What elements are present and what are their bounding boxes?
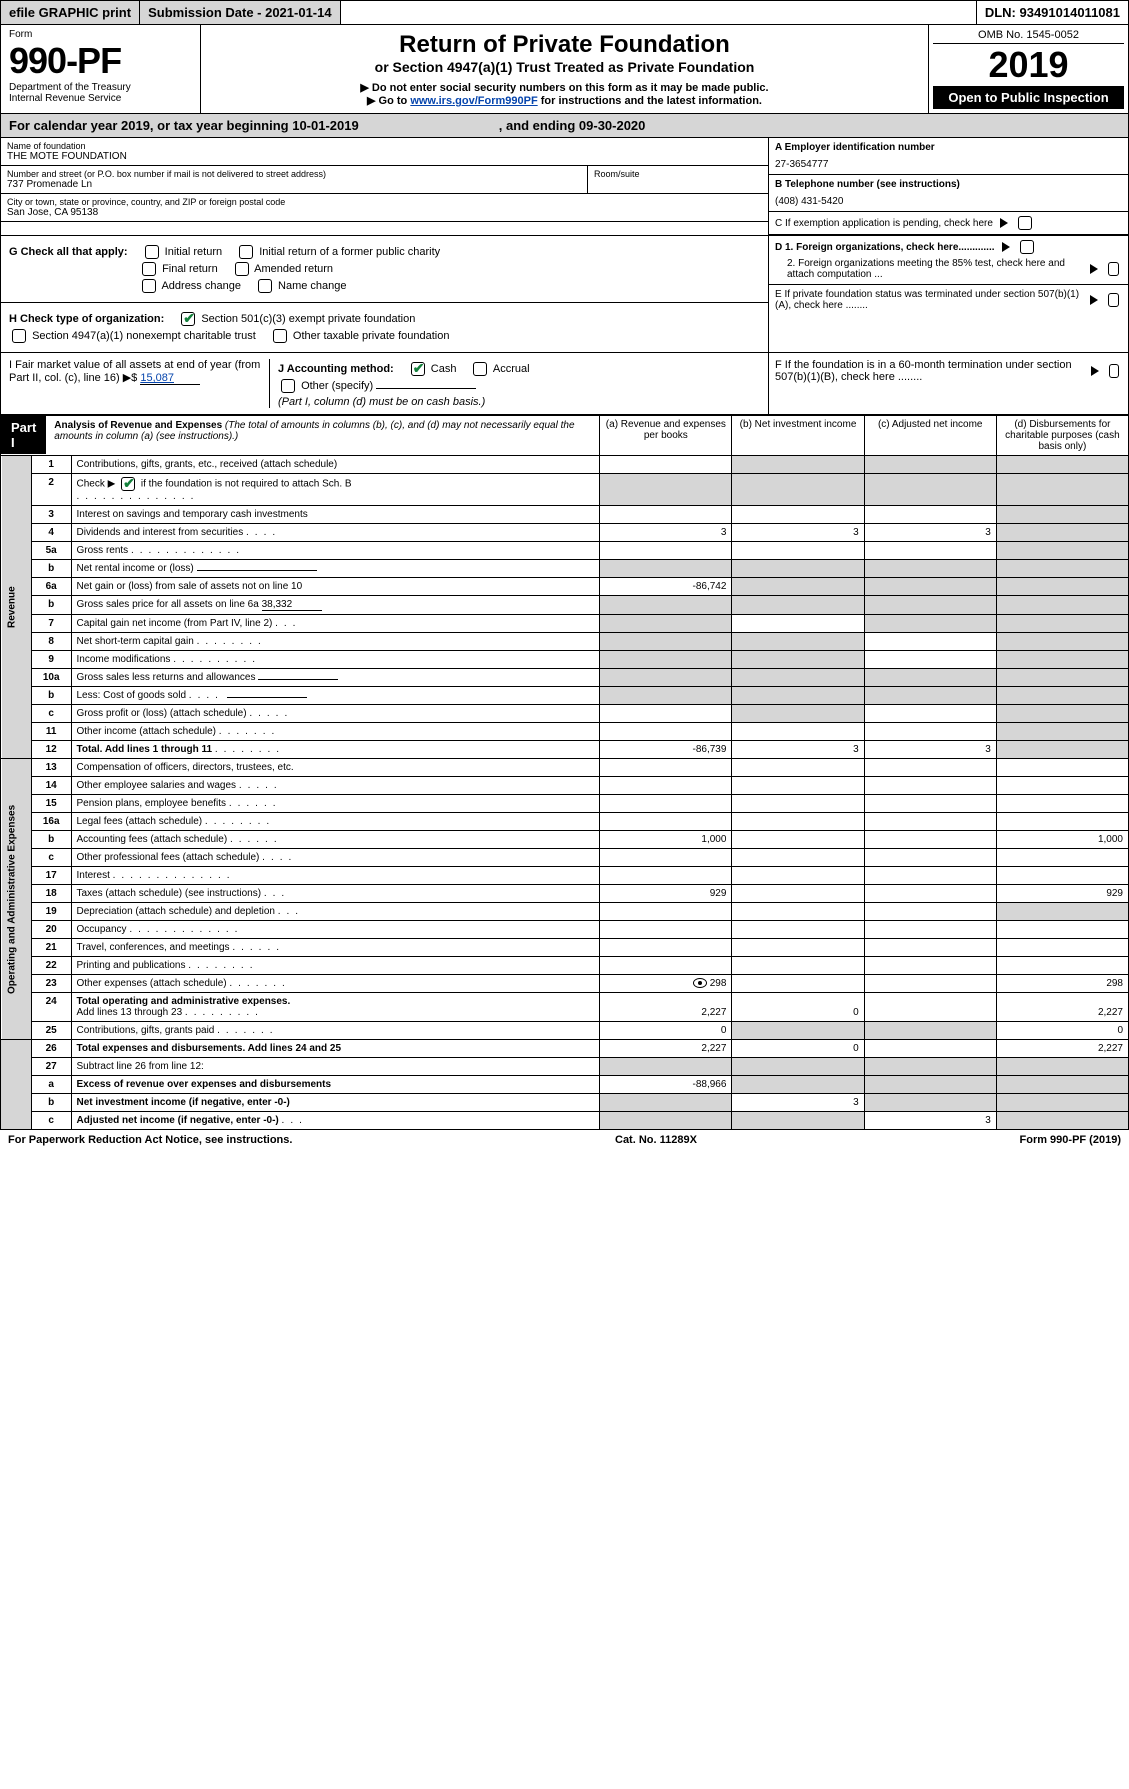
j-other-checkbox[interactable] [281, 379, 295, 393]
opex-label: Operating and Administrative Expenses [1, 759, 32, 1040]
part1-tab: Part I [1, 416, 46, 454]
e-checkbox[interactable] [1108, 293, 1119, 307]
footer-right: Form 990-PF (2019) [1020, 1134, 1121, 1146]
tax-year: 2019 [933, 44, 1124, 86]
arrow-icon [1002, 242, 1010, 252]
j-area: J Accounting method: Cash Accrual Other … [269, 359, 760, 408]
arrow-icon [1090, 264, 1098, 274]
h-area: H Check type of organization: Section 50… [1, 303, 768, 352]
eye-icon[interactable] [693, 978, 707, 988]
h-4947-checkbox[interactable] [12, 329, 26, 343]
col-a-head: (a) Revenue and expenses per books [600, 416, 732, 456]
l2-checkbox[interactable] [121, 477, 135, 491]
fmv-value[interactable]: 15,087 [140, 372, 200, 385]
info-grid: Name of foundation THE MOTE FOUNDATION N… [0, 138, 1129, 236]
d2-checkbox[interactable] [1108, 262, 1119, 276]
city-cell: City or town, state or province, country… [1, 194, 768, 222]
irs-label: Internal Revenue Service [9, 93, 192, 104]
arrow-icon [1090, 295, 1098, 305]
form-title: Return of Private Foundation [207, 31, 922, 59]
irs-link[interactable]: www.irs.gov/Form990PF [410, 95, 537, 107]
f-cell: F If the foundation is in a 60-month ter… [768, 353, 1128, 414]
col-c-head: (c) Adjusted net income [864, 416, 996, 456]
c-cell: C If exemption application is pending, c… [769, 212, 1128, 235]
d1-checkbox[interactable] [1020, 240, 1034, 254]
instruction-2: ▶ Go to www.irs.gov/Form990PF for instru… [207, 94, 922, 107]
i-area: I Fair market value of all assets at end… [9, 359, 269, 408]
form-word: Form [9, 29, 192, 40]
footer-mid: Cat. No. 11289X [615, 1134, 697, 1146]
phone-cell: B Telephone number (see instructions) (4… [769, 175, 1128, 212]
dept-label: Department of the Treasury [9, 82, 192, 93]
form-subtitle: or Section 4947(a)(1) Trust Treated as P… [207, 59, 922, 75]
ij-row: I Fair market value of all assets at end… [0, 353, 1129, 415]
top-bar: efile GRAPHIC print Submission Date - 20… [0, 0, 1129, 25]
g-row: G Check all that apply: Initial return I… [0, 236, 1129, 353]
dln-label: DLN: 93491014011081 [976, 1, 1128, 24]
instruction-1: ▶ Do not enter social security numbers o… [207, 81, 922, 94]
part1-table: Part I Analysis of Revenue and Expenses … [0, 415, 1129, 1130]
open-public: Open to Public Inspection [933, 86, 1124, 109]
omb-number: OMB No. 1545-0052 [933, 29, 1124, 44]
g-initial-checkbox[interactable] [145, 245, 159, 259]
f-checkbox[interactable] [1109, 364, 1119, 378]
col-d-head: (d) Disbursements for charitable purpose… [996, 416, 1128, 456]
g-final-checkbox[interactable] [142, 262, 156, 276]
name-cell: Name of foundation THE MOTE FOUNDATION [1, 138, 768, 166]
ein-cell: A Employer identification number 27-3654… [769, 138, 1128, 175]
g-initial-former-checkbox[interactable] [239, 245, 253, 259]
h-501c3-checkbox[interactable] [181, 312, 195, 326]
footer-left: For Paperwork Reduction Act Notice, see … [8, 1134, 292, 1146]
j-cash-checkbox[interactable] [411, 362, 425, 376]
calendar-bar: For calendar year 2019, or tax year begi… [0, 114, 1129, 138]
c-checkbox[interactable] [1018, 216, 1032, 230]
addr-row: Number and street (or P.O. box number if… [1, 166, 768, 194]
e-cell: E If private foundation status was termi… [769, 285, 1128, 315]
g-namechg-checkbox[interactable] [258, 279, 272, 293]
revenue-label: Revenue [1, 456, 32, 759]
footer: For Paperwork Reduction Act Notice, see … [0, 1130, 1129, 1150]
arrow-icon [1091, 366, 1099, 376]
submission-date: Submission Date - 2021-01-14 [140, 1, 341, 24]
g-addr-checkbox[interactable] [142, 279, 156, 293]
efile-label: efile GRAPHIC print [1, 1, 140, 24]
col-b-head: (b) Net investment income [732, 416, 864, 456]
h-other-checkbox[interactable] [273, 329, 287, 343]
arrow-icon [1000, 218, 1008, 228]
j-accrual-checkbox[interactable] [473, 362, 487, 376]
form-header: Form 990-PF Department of the Treasury I… [0, 25, 1129, 114]
g-amended-checkbox[interactable] [235, 262, 249, 276]
d-cell: D 1. Foreign organizations, check here..… [769, 236, 1128, 285]
g-area: G Check all that apply: Initial return I… [1, 236, 768, 303]
form-number: 990-PF [9, 40, 192, 82]
